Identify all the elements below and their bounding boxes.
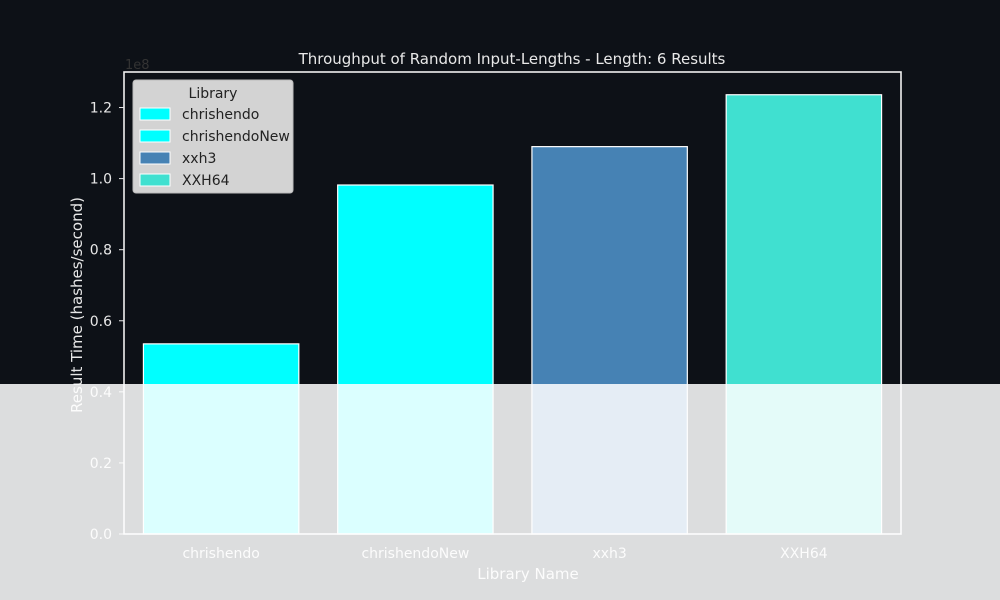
y-tick-label: 0.2 — [90, 456, 112, 472]
legend-box — [132, 79, 294, 194]
legend-entries: chrishendo chrishendoNew xxh3 XXH64 — [139, 107, 290, 189]
legend-swatch-chrishendonew — [139, 129, 171, 143]
legend-title: Library — [189, 86, 238, 102]
bar-chrishendo — [142, 343, 300, 535]
x-axis-ticks: chrishendo chrishendoNew xxh3 XXH64 — [182, 546, 827, 562]
legend-swatch-xxh64 — [139, 173, 171, 187]
legend-swatch-xxh3 — [139, 151, 171, 165]
x-tick-label: XXH64 — [780, 546, 828, 562]
legend-label-xxh64: XXH64 — [182, 173, 230, 189]
x-tick-label: chrishendoNew — [361, 546, 469, 562]
chart-title: Throughput of Random Input-Lengths - Len… — [298, 50, 726, 68]
x-axis-label: Library Name — [477, 565, 578, 583]
legend: Library chrishendo chrishendoNew xxh3 XXH64 — [132, 79, 294, 194]
x-tick-label: chrishendo — [182, 546, 259, 562]
legend-swatch-chrishendo — [139, 107, 171, 121]
y-scale-label: 1e8 — [125, 58, 150, 73]
bar-xxh3 — [531, 146, 688, 535]
legend-label-chrishendo: chrishendo — [182, 107, 259, 123]
y-axis-ticks: 0.0 0.2 0.4 0.6 0.8 1.0 1.2 — [90, 101, 124, 543]
y-tick-label: 1.2 — [90, 101, 112, 117]
y-tick-label: 0.4 — [90, 385, 112, 401]
legend-label-xxh3: xxh3 — [182, 151, 216, 167]
x-tick-label: xxh3 — [592, 546, 626, 562]
legend-label-chrishendonew: chrishendoNew — [182, 129, 290, 145]
y-tick-label: 0.8 — [90, 243, 112, 259]
bar-chrishendonew — [337, 184, 494, 535]
y-tick-label: 1.0 — [90, 172, 112, 188]
bar-xxh64 — [725, 94, 883, 535]
y-tick-label: 0.6 — [90, 314, 112, 330]
y-tick-label: 0.0 — [90, 527, 112, 543]
y-axis-label: Result Time (hashes/second) — [68, 197, 86, 413]
